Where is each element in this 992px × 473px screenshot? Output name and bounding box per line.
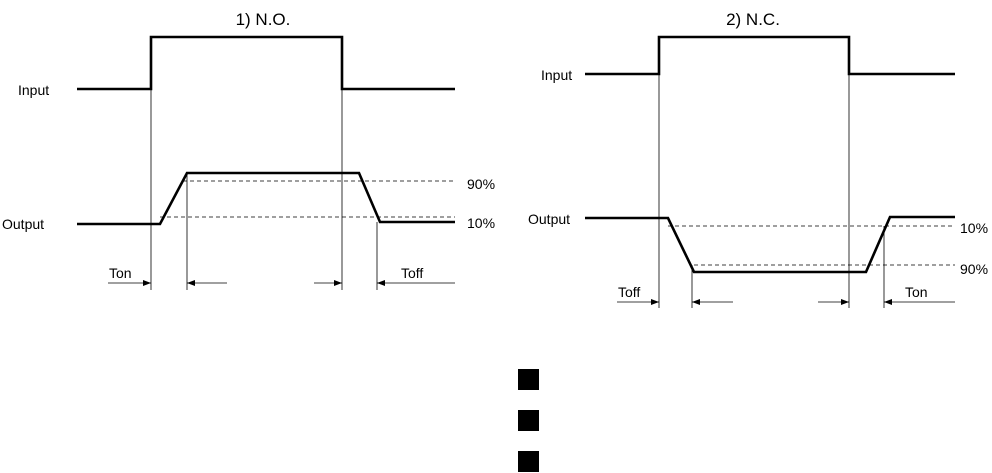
no-input-label: Input bbox=[18, 82, 49, 98]
square-bullet-icon bbox=[518, 451, 539, 472]
diagram-normally-closed: 2) N.C. Input Output 10% 90% Toff Ton bbox=[528, 10, 988, 308]
no-ton-label: Ton bbox=[109, 265, 132, 281]
diagram-normally-open: 1) N.O. Input Output 90% 10% Ton Toff bbox=[2, 10, 495, 290]
nc-toff-arrow-out bbox=[692, 299, 700, 305]
no-output-label: Output bbox=[2, 216, 44, 232]
diagram-no-title: 1) N.O. bbox=[236, 10, 291, 29]
nc-output-label: Output bbox=[528, 211, 570, 227]
square-bullet-icon bbox=[518, 369, 539, 390]
nc-input-label: Input bbox=[541, 67, 572, 83]
nc-level-10-label: 10% bbox=[960, 220, 988, 236]
nc-toff-label: Toff bbox=[618, 284, 640, 300]
nc-ton-arrow-out bbox=[884, 299, 892, 305]
no-toff-arrow-out bbox=[377, 280, 385, 286]
no-output-waveform bbox=[77, 171, 455, 226]
nc-output-waveform bbox=[585, 215, 955, 274]
no-level-10-label: 10% bbox=[467, 215, 495, 231]
nc-level-90-label: 90% bbox=[960, 261, 988, 277]
nc-ton-arrow-in bbox=[841, 299, 849, 305]
no-toff-label: Toff bbox=[401, 265, 423, 281]
nc-ton-label: Ton bbox=[905, 284, 928, 300]
no-toff-arrow-in bbox=[334, 280, 342, 286]
square-bullet-icon bbox=[518, 410, 539, 431]
nc-toff-arrow-in bbox=[651, 299, 659, 305]
no-level-90-label: 90% bbox=[467, 176, 495, 192]
no-input-waveform bbox=[77, 35, 455, 91]
no-ton-arrow-in bbox=[143, 280, 151, 286]
no-ton-arrow-out bbox=[187, 280, 195, 286]
diagram-nc-title: 2) N.C. bbox=[726, 10, 780, 29]
nc-input-waveform bbox=[585, 35, 955, 76]
